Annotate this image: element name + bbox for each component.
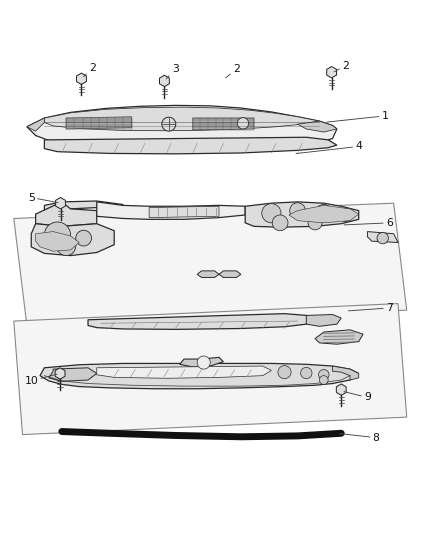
Polygon shape <box>97 202 245 220</box>
Polygon shape <box>14 304 407 434</box>
Polygon shape <box>27 106 337 150</box>
Polygon shape <box>297 121 337 132</box>
Circle shape <box>318 369 329 380</box>
Circle shape <box>272 215 288 231</box>
Circle shape <box>76 230 92 246</box>
Circle shape <box>162 117 176 131</box>
Text: 4: 4 <box>296 141 362 154</box>
Polygon shape <box>66 117 132 129</box>
Circle shape <box>197 356 210 369</box>
Text: 8: 8 <box>339 433 380 442</box>
Polygon shape <box>56 198 65 209</box>
Circle shape <box>57 236 76 256</box>
Polygon shape <box>97 366 272 378</box>
Circle shape <box>44 222 71 248</box>
Circle shape <box>262 204 281 223</box>
Circle shape <box>290 203 305 219</box>
Text: 5: 5 <box>28 192 58 203</box>
Text: 1: 1 <box>327 111 389 122</box>
Polygon shape <box>88 313 315 329</box>
Polygon shape <box>159 75 170 87</box>
Polygon shape <box>27 118 44 131</box>
Polygon shape <box>44 138 337 154</box>
Polygon shape <box>149 206 219 217</box>
Polygon shape <box>197 271 219 277</box>
Circle shape <box>319 376 328 384</box>
Text: 2: 2 <box>226 64 240 78</box>
Text: 2: 2 <box>83 63 96 77</box>
Polygon shape <box>336 384 346 395</box>
Polygon shape <box>367 231 398 243</box>
Circle shape <box>300 367 312 379</box>
Circle shape <box>278 366 291 379</box>
Polygon shape <box>35 231 79 251</box>
Text: 7: 7 <box>348 303 393 313</box>
Circle shape <box>237 118 249 129</box>
Text: 3: 3 <box>166 64 179 79</box>
Polygon shape <box>44 107 319 131</box>
Polygon shape <box>44 201 123 211</box>
Polygon shape <box>219 271 241 277</box>
Polygon shape <box>31 224 114 256</box>
Polygon shape <box>55 368 65 379</box>
Circle shape <box>377 232 389 244</box>
Text: 9: 9 <box>344 392 371 402</box>
Polygon shape <box>49 368 97 381</box>
Polygon shape <box>306 314 341 326</box>
Polygon shape <box>315 330 363 344</box>
Polygon shape <box>332 366 359 380</box>
Polygon shape <box>14 203 407 326</box>
Polygon shape <box>180 357 223 367</box>
Text: 2: 2 <box>334 61 349 72</box>
Text: 10: 10 <box>25 374 57 386</box>
Polygon shape <box>327 67 336 78</box>
Polygon shape <box>245 202 359 227</box>
Circle shape <box>308 216 322 230</box>
Text: 6: 6 <box>344 218 393 228</box>
Circle shape <box>339 208 352 222</box>
Polygon shape <box>40 364 359 389</box>
Circle shape <box>315 205 332 222</box>
Polygon shape <box>35 202 97 227</box>
Polygon shape <box>289 205 359 223</box>
Polygon shape <box>77 73 86 84</box>
Polygon shape <box>193 118 254 130</box>
